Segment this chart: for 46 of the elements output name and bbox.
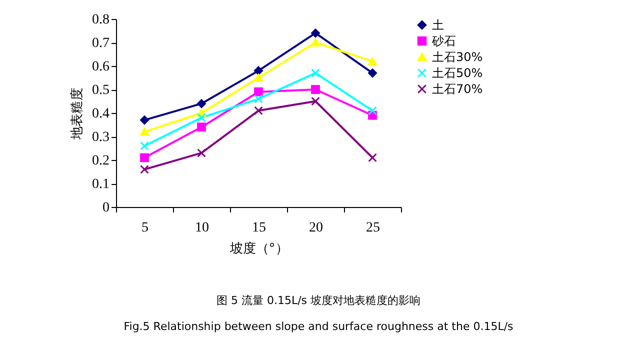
caption: 图 5 流量 0.15L/s 坡度对地表糙度的影响 [216, 294, 421, 307]
point [140, 164, 149, 174]
y-tick-label: 0.7 [92, 36, 110, 51]
legend-label: 土石70% [432, 82, 483, 96]
point [140, 116, 149, 125]
point [368, 68, 377, 78]
point [140, 128, 149, 136]
point [140, 153, 149, 162]
y-tick-label: 0.8 [92, 12, 110, 28]
x-tick-label: 20 [309, 220, 323, 236]
caption: Fig.5 Relationship between slope and surface roughness at the 0.15L/s [124, 320, 514, 333]
point [197, 113, 206, 122]
x-tick-label: 10 [195, 220, 209, 236]
point [368, 57, 377, 66]
y-tick-label: 0.5 [92, 83, 110, 98]
point [254, 106, 263, 116]
x-tick-label: 25 [366, 220, 380, 236]
point [311, 38, 320, 46]
point [254, 87, 263, 96]
y-tick-label: 0.1 [92, 177, 110, 192]
point [254, 66, 263, 76]
y-tick-label: 0.2 [92, 154, 110, 168]
point [311, 96, 320, 106]
legend-label: 土石50% [432, 66, 483, 80]
point [311, 68, 320, 78]
y-tick-label: 0.6 [92, 60, 110, 74]
legend-label: 土 [432, 18, 444, 32]
point [311, 28, 320, 38]
y-tick-label: 0.4 [92, 106, 110, 122]
y-axis-title: 地表糙度 [69, 88, 85, 140]
y-tick-label: 0.3 [92, 130, 110, 145]
point [197, 99, 206, 108]
legend-label: 土石30% [432, 50, 483, 64]
x-tick-label: 15 [252, 220, 266, 236]
x-axis-title: 坡度（°） [228, 240, 288, 256]
point [254, 94, 263, 104]
y-tick-label: 0 [102, 200, 110, 216]
point [368, 153, 377, 162]
legend-label: 砂石 [431, 34, 456, 48]
point [368, 106, 377, 116]
point [254, 74, 263, 82]
point [311, 85, 320, 94]
point [197, 122, 206, 132]
x-tick-label: 5 [142, 220, 148, 236]
point [197, 148, 206, 158]
point [140, 141, 149, 150]
